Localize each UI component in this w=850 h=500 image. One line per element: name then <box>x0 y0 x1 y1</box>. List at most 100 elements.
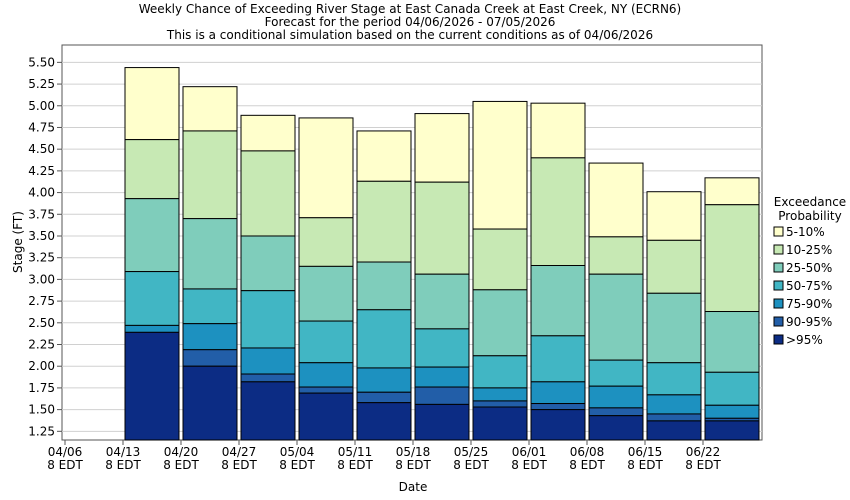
bar-segment-5-10 <box>530 102 586 159</box>
bar-segment-25-50 <box>704 311 760 373</box>
bar-segment-75-90 <box>356 367 412 393</box>
y-axis: 1.25 1.50 1.75 2.00 2.25 2.50 2.75 3.00 3.25 3.50… <box>28 55 62 438</box>
bar-segment-50-75 <box>240 290 296 349</box>
x-tick-time: 8 EDT <box>337 458 373 472</box>
bar-segment-50-75 <box>414 328 470 368</box>
bar-segment-10-25 <box>240 150 296 237</box>
bar-segment-10-25 <box>646 239 702 294</box>
y-tick-label: 2.75 <box>28 294 55 308</box>
bar-segment-50-75 <box>530 335 586 383</box>
bar-segment-5-10 <box>298 117 354 219</box>
legend-swatch <box>773 280 784 291</box>
y-tick-label: 4.75 <box>28 120 55 134</box>
legend-label: >95% <box>786 333 823 347</box>
y-tick-label: 2.00 <box>28 359 55 373</box>
y-tick-label: 2.50 <box>28 316 55 330</box>
x-tick-time: 8 EDT <box>511 458 547 472</box>
y-tick-label: 5.25 <box>28 77 55 91</box>
y-tick-label: 3.75 <box>28 207 55 221</box>
bar-segment-90-95 <box>182 349 238 367</box>
bar-segment--95 <box>356 402 412 441</box>
bar-segment-10-25 <box>414 181 470 275</box>
bar-segment-25-50 <box>646 292 702 364</box>
bar-segment-50-75 <box>182 288 238 325</box>
bar-segment-90-95 <box>588 407 644 417</box>
bar-segment-50-75 <box>472 355 528 389</box>
legend-title-line1: Exceedance <box>774 195 846 209</box>
legend-label: 90-95% <box>786 315 832 329</box>
bar-segment-5-10 <box>124 67 180 141</box>
x-tick-date: 06/15 <box>628 445 663 459</box>
x-axis-title: Date <box>399 480 428 494</box>
bar-segment-75-90 <box>124 324 180 333</box>
legend-swatch <box>773 316 784 327</box>
x-tick-time: 8 EDT <box>163 458 199 472</box>
bar-segment-25-50 <box>182 218 238 290</box>
bar-segment-75-90 <box>530 381 586 405</box>
y-tick-label: 4.00 <box>28 186 55 200</box>
bar-segment-25-50 <box>414 273 470 330</box>
x-tick-time: 8 EDT <box>627 458 663 472</box>
bar-segment-10-25 <box>182 130 238 220</box>
y-tick-label: 1.50 <box>28 403 55 417</box>
bar-segment-25-50 <box>472 289 528 357</box>
legend-label: 5-10% <box>786 225 825 239</box>
bar-segment-10-25 <box>472 228 528 291</box>
bar-segment-10-25 <box>124 139 180 200</box>
bar-segment-25-50 <box>124 198 180 273</box>
bar-segment-75-90 <box>298 362 354 388</box>
y-tick-label: 3.00 <box>28 272 55 286</box>
x-tick-time: 8 EDT <box>279 458 315 472</box>
bar-segment-5-10 <box>704 177 760 206</box>
bar-series <box>124 67 760 441</box>
x-tick-time: 8 EDT <box>569 458 605 472</box>
bar-segment-25-50 <box>356 261 412 311</box>
bar-segment-50-75 <box>588 359 644 387</box>
bar-segment--95 <box>240 381 296 441</box>
y-axis-title: Stage (FT) <box>11 211 25 273</box>
x-tick-date: 05/11 <box>338 445 373 459</box>
x-tick-time: 8 EDT <box>395 458 431 472</box>
bar-segment-5-10 <box>240 114 296 152</box>
x-tick-time: 8 EDT <box>221 458 257 472</box>
bar-segment-75-90 <box>646 394 702 415</box>
x-tick-date: 04/13 <box>106 445 141 459</box>
bar-segment-10-25 <box>530 157 586 267</box>
bar-segment-90-95 <box>356 391 412 404</box>
y-tick-label: 3.25 <box>28 251 55 265</box>
bar-segment-75-90 <box>240 347 296 375</box>
bar-segment--95 <box>298 392 354 441</box>
bar-segment-25-50 <box>588 273 644 361</box>
y-tick-label: 4.50 <box>28 142 55 156</box>
bar-segment-10-25 <box>588 236 644 275</box>
bar-segment-25-50 <box>240 235 296 292</box>
bar-segment-75-90 <box>182 323 238 351</box>
bar-segment-50-75 <box>356 309 412 369</box>
legend-swatch <box>773 334 784 345</box>
bar-segment-90-95 <box>530 403 586 411</box>
bar-segment-10-25 <box>356 180 412 263</box>
legend-swatch <box>773 298 784 309</box>
bar-segment--95 <box>472 406 528 441</box>
legend-title-line2: Probability <box>778 209 841 223</box>
bar-segment-25-50 <box>530 265 586 337</box>
chart-title: Weekly Chance of Exceeding River Stage a… <box>138 2 682 16</box>
bar-segment--95 <box>646 420 702 441</box>
bar-segment-10-25 <box>298 217 354 267</box>
bar-segment-90-95 <box>472 400 528 408</box>
bar-segment-5-10 <box>414 113 470 183</box>
bar-segment-5-10 <box>356 130 412 182</box>
bar-segment-5-10 <box>588 162 644 238</box>
y-tick-label: 1.25 <box>28 424 55 438</box>
x-tick-time: 8 EDT <box>105 458 141 472</box>
x-tick-date: 04/27 <box>222 445 257 459</box>
bar-segment-50-75 <box>298 320 354 364</box>
legend-label: 10-25% <box>786 243 832 257</box>
chart-note: This is a conditional simulation based o… <box>166 28 654 42</box>
legend-label: 75-90% <box>786 297 832 311</box>
bar-segment--95 <box>182 365 238 441</box>
legend-label: 50-75% <box>786 279 832 293</box>
bar-segment-90-95 <box>414 386 470 405</box>
bar-segment--95 <box>530 409 586 441</box>
